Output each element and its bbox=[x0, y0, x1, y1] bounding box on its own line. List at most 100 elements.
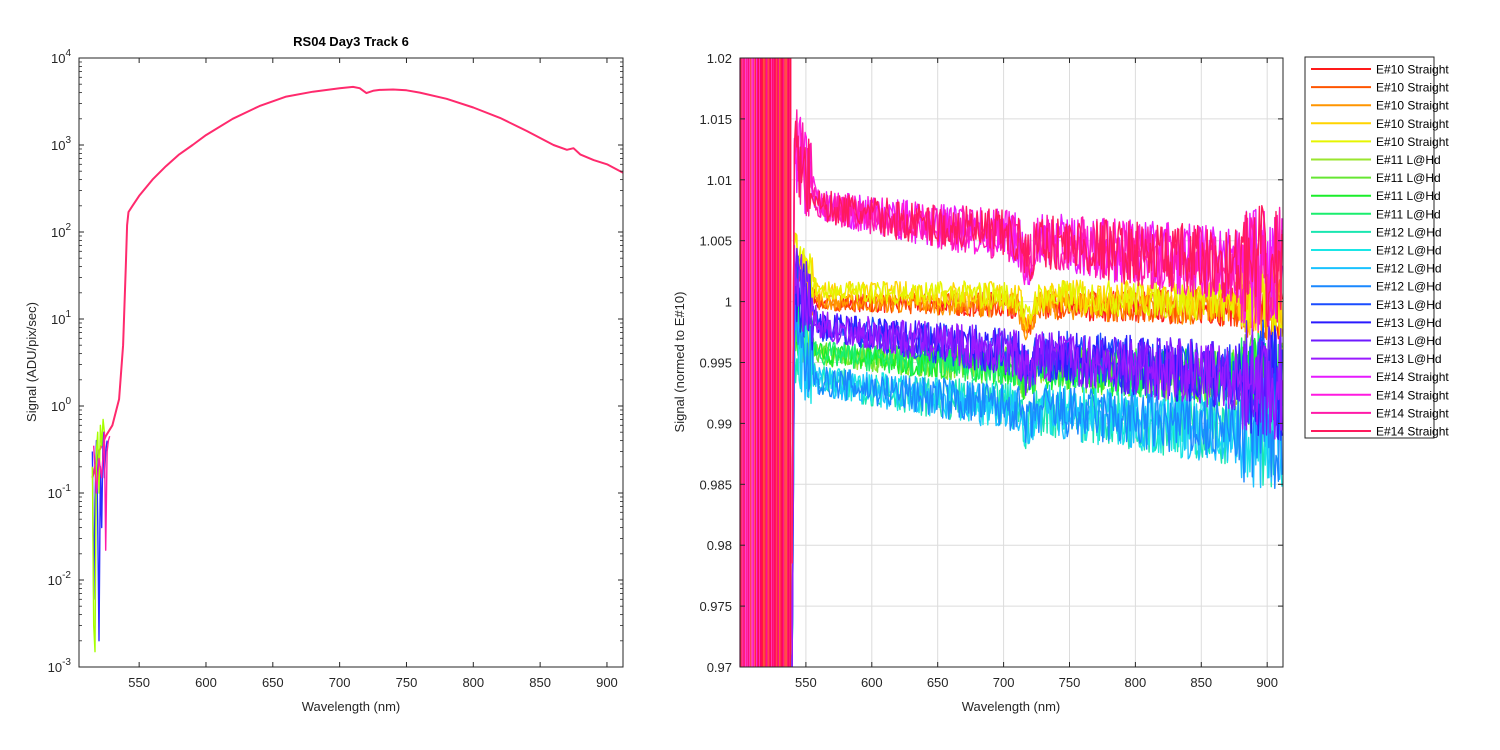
right-x-tick-label: 900 bbox=[1256, 675, 1278, 690]
legend-label: E#10 Straight bbox=[1376, 117, 1449, 131]
right-chart: 550 600 650 700 750 800 850 900 0.970.9750.980.… bbox=[672, 51, 1449, 714]
legend-entry: E#11 L@Hd bbox=[1311, 171, 1441, 185]
legend-entry: E#12 L@Hd bbox=[1311, 280, 1442, 294]
legend-entry: E#12 L@Hd bbox=[1311, 262, 1442, 276]
left-y-tick-label: 100 bbox=[51, 396, 71, 414]
left-chart-lines bbox=[91, 85, 624, 653]
right-y-tick-label: 1 bbox=[725, 295, 732, 310]
right-x-tick-label: 850 bbox=[1190, 675, 1212, 690]
left-y-tick-label: 104 bbox=[51, 48, 71, 66]
right-series-line-16 bbox=[791, 244, 1283, 668]
right-series-line-4 bbox=[791, 232, 1283, 655]
left-x-tick-label: 850 bbox=[529, 675, 551, 690]
legend-entry: E#13 L@Hd bbox=[1311, 298, 1442, 312]
left-plot-frame bbox=[78, 57, 624, 668]
right-y-tick-label: 0.97 bbox=[707, 660, 732, 675]
legend-entry: E#14 Straight bbox=[1311, 406, 1449, 420]
right-y-tick-label: 1.005 bbox=[699, 234, 732, 249]
legend-label: E#10 Straight bbox=[1376, 63, 1449, 77]
legend-label: E#13 L@Hd bbox=[1376, 316, 1442, 330]
left-y-tick-label: 10-1 bbox=[48, 483, 72, 501]
legend-label: E#14 Straight bbox=[1376, 370, 1449, 384]
legend-entry: E#14 Straight bbox=[1311, 388, 1449, 402]
legend-label: E#10 Straight bbox=[1376, 81, 1449, 95]
right-y-tick-label: 1.015 bbox=[699, 112, 732, 127]
legend-label: E#13 L@Hd bbox=[1376, 298, 1442, 312]
right-y-axis-ticks: 0.97 0.975 0.98 0.985 0.99 0.995 1 1.005 1.01 1.0… bbox=[699, 51, 1283, 675]
right-y-tick-label: 0.98 bbox=[707, 538, 732, 553]
left-chart: RS04 Day3 Track 6 550 600 650 700 750 800 850 9… bbox=[24, 34, 624, 714]
legend-entry: E#11 L@Hd bbox=[1311, 207, 1441, 221]
legend-entry: E#11 L@Hd bbox=[1311, 189, 1441, 203]
legend-label: E#14 Straight bbox=[1376, 406, 1449, 420]
left-x-tick-label: 600 bbox=[195, 675, 217, 690]
left-x-tick-label: 650 bbox=[262, 675, 284, 690]
left-series-line-3 bbox=[93, 431, 111, 551]
right-x-axis-ticks: 550 600 650 700 750 800 850 900 bbox=[795, 58, 1278, 690]
right-series-line-20 bbox=[791, 120, 1283, 564]
right-x-tick-label: 550 bbox=[795, 675, 817, 690]
right-y-tick-label: 0.985 bbox=[699, 477, 732, 492]
right-y-axis-label: Signal (normed to E#10) bbox=[672, 292, 687, 433]
left-x-axis-label: Wavelength (nm) bbox=[302, 699, 401, 714]
legend-entry: E#13 L@Hd bbox=[1311, 316, 1442, 330]
legend-entry: E#14 Straight bbox=[1311, 425, 1449, 439]
legend-entry: E#10 Straight bbox=[1311, 99, 1449, 113]
right-series-line-12 bbox=[791, 302, 1283, 668]
left-x-tick-label: 550 bbox=[128, 675, 150, 690]
legend-label: E#11 L@Hd bbox=[1376, 189, 1441, 203]
left-y-axis-ticks: 10-3 10-2 10-1 100 101 102 103 104 bbox=[48, 48, 623, 675]
legend-box bbox=[1304, 56, 1435, 439]
right-x-tick-label: 700 bbox=[993, 675, 1015, 690]
legend-label: E#12 L@Hd bbox=[1376, 244, 1442, 258]
legend: E#10 Straight E#10 Straight E#10 Straight E… bbox=[1304, 56, 1449, 439]
right-y-tick-label: 0.995 bbox=[699, 356, 732, 371]
legend-label: E#10 Straight bbox=[1376, 135, 1449, 149]
right-y-tick-label: 1.02 bbox=[707, 51, 732, 66]
left-x-tick-label: 800 bbox=[462, 675, 484, 690]
legend-label: E#14 Straight bbox=[1376, 425, 1449, 439]
right-x-axis-label: Wavelength (nm) bbox=[962, 699, 1061, 714]
left-y-tick-label: 102 bbox=[51, 222, 71, 240]
legend-label: E#12 L@Hd bbox=[1376, 262, 1442, 276]
left-chart-title: RS04 Day3 Track 6 bbox=[293, 34, 409, 49]
legend-label: E#13 L@Hd bbox=[1376, 334, 1442, 348]
left-x-tick-label: 700 bbox=[329, 675, 351, 690]
right-x-tick-label: 600 bbox=[861, 675, 883, 690]
legend-entry: E#13 L@Hd bbox=[1311, 334, 1442, 348]
legend-label: E#13 L@Hd bbox=[1376, 352, 1442, 366]
legend-label: E#10 Straight bbox=[1376, 99, 1449, 113]
left-x-axis-ticks: 550 600 650 700 750 800 850 900 bbox=[128, 58, 618, 690]
legend-entry: E#12 L@Hd bbox=[1311, 225, 1442, 239]
legend-entry: E#10 Straight bbox=[1311, 117, 1449, 131]
right-x-tick-label: 800 bbox=[1125, 675, 1147, 690]
legend-entry: E#10 Straight bbox=[1311, 81, 1449, 95]
legend-label: E#11 L@Hd bbox=[1376, 153, 1441, 167]
legend-entry: E#12 L@Hd bbox=[1311, 244, 1442, 258]
legend-entry: E#14 Straight bbox=[1311, 370, 1449, 384]
legend-entry: E#10 Straight bbox=[1311, 135, 1449, 149]
left-y-axis-label: Signal (ADU/pix/sec) bbox=[24, 302, 39, 422]
left-x-tick-label: 900 bbox=[596, 675, 618, 690]
legend-label: E#11 L@Hd bbox=[1376, 207, 1441, 221]
legend-label: E#12 L@Hd bbox=[1376, 225, 1442, 239]
right-y-tick-label: 0.975 bbox=[699, 599, 732, 614]
legend-label: E#14 Straight bbox=[1376, 388, 1449, 402]
right-x-tick-label: 750 bbox=[1059, 675, 1081, 690]
right-y-tick-label: 1.01 bbox=[707, 173, 732, 188]
legend-label: E#12 L@Hd bbox=[1376, 280, 1442, 294]
legend-label: E#11 L@Hd bbox=[1376, 171, 1441, 185]
left-y-tick-label: 10-3 bbox=[48, 657, 72, 675]
left-y-tick-label: 10-2 bbox=[48, 570, 72, 588]
left-x-tick-label: 750 bbox=[396, 675, 418, 690]
legend-entry: E#10 Straight bbox=[1311, 63, 1449, 77]
left-y-tick-label: 103 bbox=[51, 135, 71, 153]
legend-entry: E#13 L@Hd bbox=[1311, 352, 1442, 366]
right-chart-lines bbox=[739, 58, 1283, 668]
legend-entry: E#11 L@Hd bbox=[1311, 153, 1441, 167]
right-x-tick-label: 650 bbox=[927, 675, 949, 690]
left-y-tick-label: 101 bbox=[51, 309, 71, 327]
right-y-tick-label: 0.99 bbox=[707, 416, 732, 431]
left-series-line-0 bbox=[91, 85, 624, 478]
